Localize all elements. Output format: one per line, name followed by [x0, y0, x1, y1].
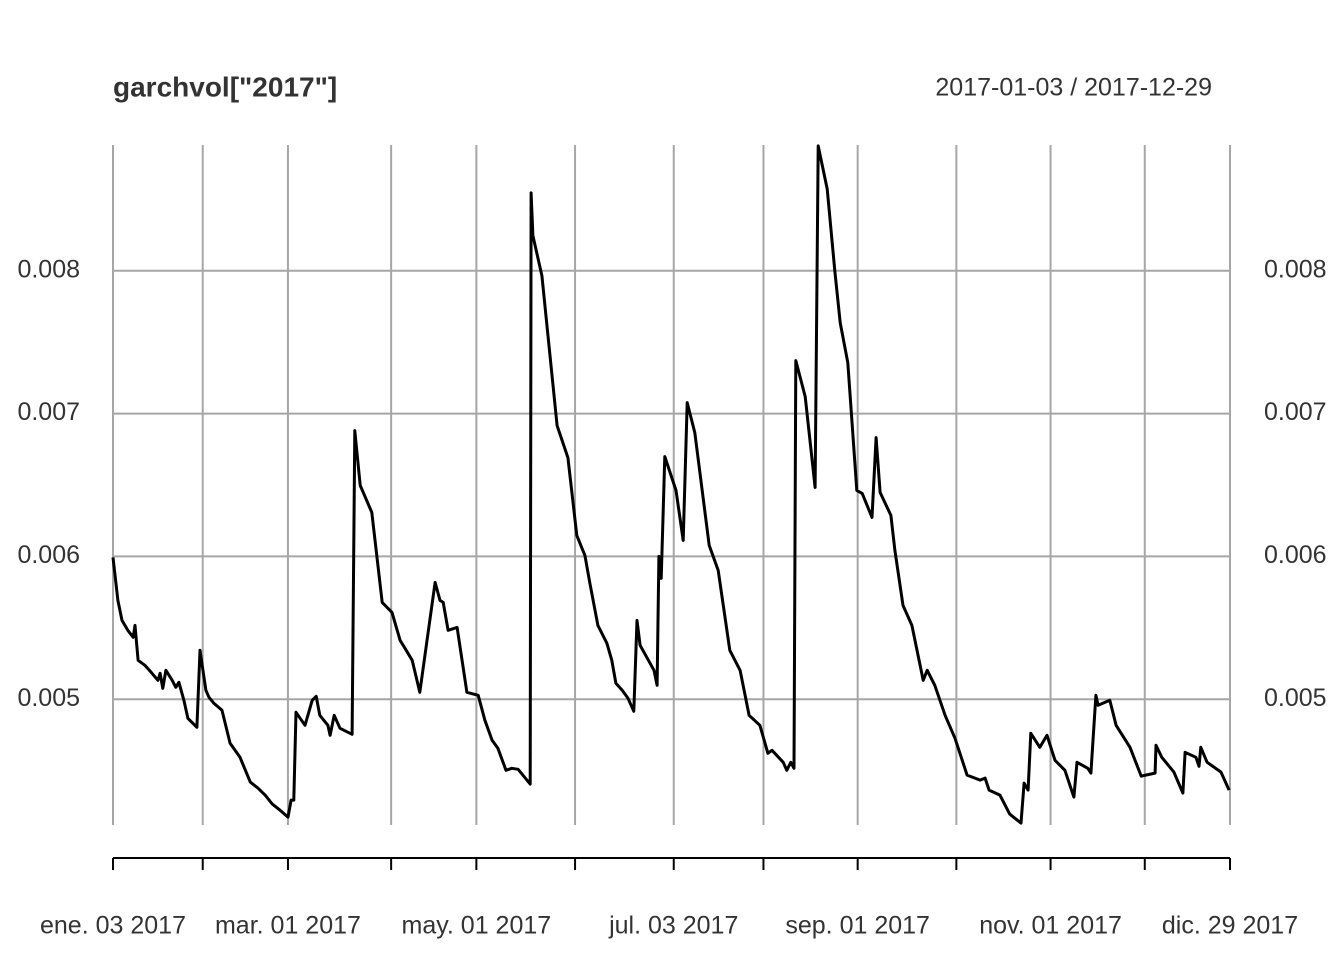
- y2-tick-label: 0.006: [1264, 541, 1327, 569]
- x-tick-label: dic. 29 2017: [1162, 912, 1298, 940]
- y-tick-label: 0.008: [17, 255, 80, 283]
- chart-title: garchvol["2017"]: [113, 71, 337, 102]
- y2-tick-label: 0.007: [1264, 398, 1327, 426]
- x-tick-label: may. 01 2017: [402, 912, 552, 940]
- y2-tick-label: 0.008: [1264, 255, 1327, 283]
- x-tick-label: nov. 01 2017: [979, 912, 1122, 940]
- date-range: 2017-01-03 / 2017-12-29: [935, 74, 1212, 102]
- y-tick-label: 0.007: [17, 398, 80, 426]
- x-tick-label: ene. 03 2017: [40, 912, 186, 940]
- x-tick-label: mar. 01 2017: [215, 912, 361, 940]
- data-line: [111, 144, 1231, 825]
- x-tick-label: jul. 03 2017: [608, 912, 738, 940]
- y-tick-label: 0.005: [17, 684, 80, 712]
- x-tick-label: sep. 01 2017: [785, 912, 930, 940]
- y-tick-label: 0.006: [17, 541, 80, 569]
- y2-tick-label: 0.005: [1264, 684, 1327, 712]
